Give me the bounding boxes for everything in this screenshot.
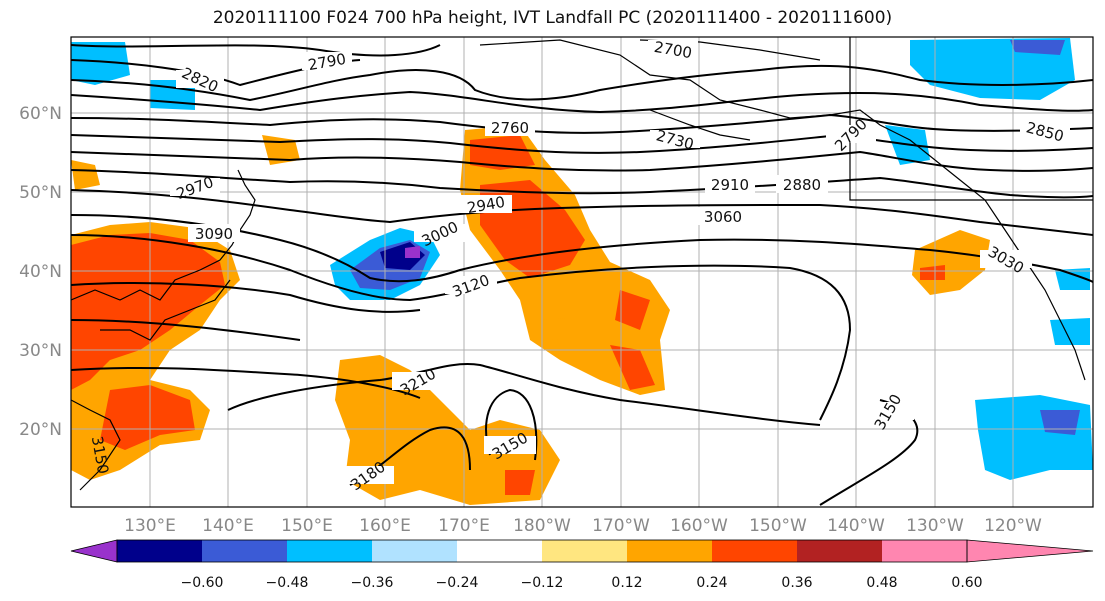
colorbar-tick: 0.12: [611, 575, 642, 591]
lat-label-20n: 20°N: [19, 420, 62, 440]
lon-label-130e: 130°E: [124, 516, 176, 536]
lon-label-130w: 130°W: [906, 516, 964, 536]
colorbar-seg: [882, 540, 967, 562]
colorbar-tick: 0.24: [696, 575, 727, 591]
svg-text:2760: 2760: [491, 119, 529, 137]
lon-label-160e: 160°E: [359, 516, 411, 536]
lat-label-60n: 60°N: [19, 104, 62, 124]
colorbar-tick: 0.48: [866, 575, 897, 591]
lat-label-30n: 30°N: [19, 341, 62, 361]
lat-label-40n: 40°N: [19, 262, 62, 282]
lon-label-180w: 180°W: [513, 516, 571, 536]
colorbar-tick: −0.24: [436, 575, 479, 591]
lon-label-150e: 150°E: [281, 516, 333, 536]
colorbar-tick: −0.12: [521, 575, 564, 591]
colorbar: −0.60 −0.48 −0.36 −0.24 −0.12 0.12 0.24 …: [70, 539, 1094, 591]
lat-label-50n: 50°N: [19, 183, 62, 203]
colorbar-seg: [542, 540, 627, 562]
colorbar-tick: −0.48: [266, 575, 309, 591]
colorbar-seg: [202, 540, 287, 562]
colorbar-tick: −0.36: [351, 575, 394, 591]
lon-label-170e: 170°E: [438, 516, 490, 536]
colorbar-tick: 0.60: [951, 575, 982, 591]
svg-text:3060: 3060: [704, 208, 742, 226]
svg-text:3090: 3090: [195, 225, 233, 243]
colorbar-seg: [372, 540, 457, 562]
colorbar-seg: [117, 540, 202, 562]
lon-label-150w: 150°W: [749, 516, 807, 536]
latitude-labels: 60°N 50°N 40°N 30°N 20°N: [19, 104, 62, 440]
lon-label-120w: 120°W: [984, 516, 1042, 536]
colorbar-tick: −0.60: [181, 575, 224, 591]
lon-label-140e: 140°E: [202, 516, 254, 536]
lon-label-170w: 170°W: [592, 516, 650, 536]
lon-label-140w: 140°W: [827, 516, 885, 536]
colorbar-seg: [712, 540, 797, 562]
colorbar-seg: [797, 540, 882, 562]
svg-text:2880: 2880: [783, 176, 821, 194]
svg-text:2910: 2910: [711, 176, 749, 194]
map-title: 2020111100 F024 700 hPa height, IVT Land…: [212, 8, 893, 28]
colorbar-seg: [287, 540, 372, 562]
longitude-labels: 130°E 140°E 150°E 160°E 170°E 180°W 170°…: [124, 516, 1042, 536]
colorbar-seg: [457, 540, 542, 562]
colorbar-tick: 0.36: [781, 575, 812, 591]
map-frame: [70, 36, 1094, 508]
colorbar-extend-high: [966, 539, 1094, 563]
colorbar-extend-low: [70, 539, 118, 563]
colorbar-seg: [627, 540, 712, 562]
lon-label-160w: 160°W: [670, 516, 728, 536]
